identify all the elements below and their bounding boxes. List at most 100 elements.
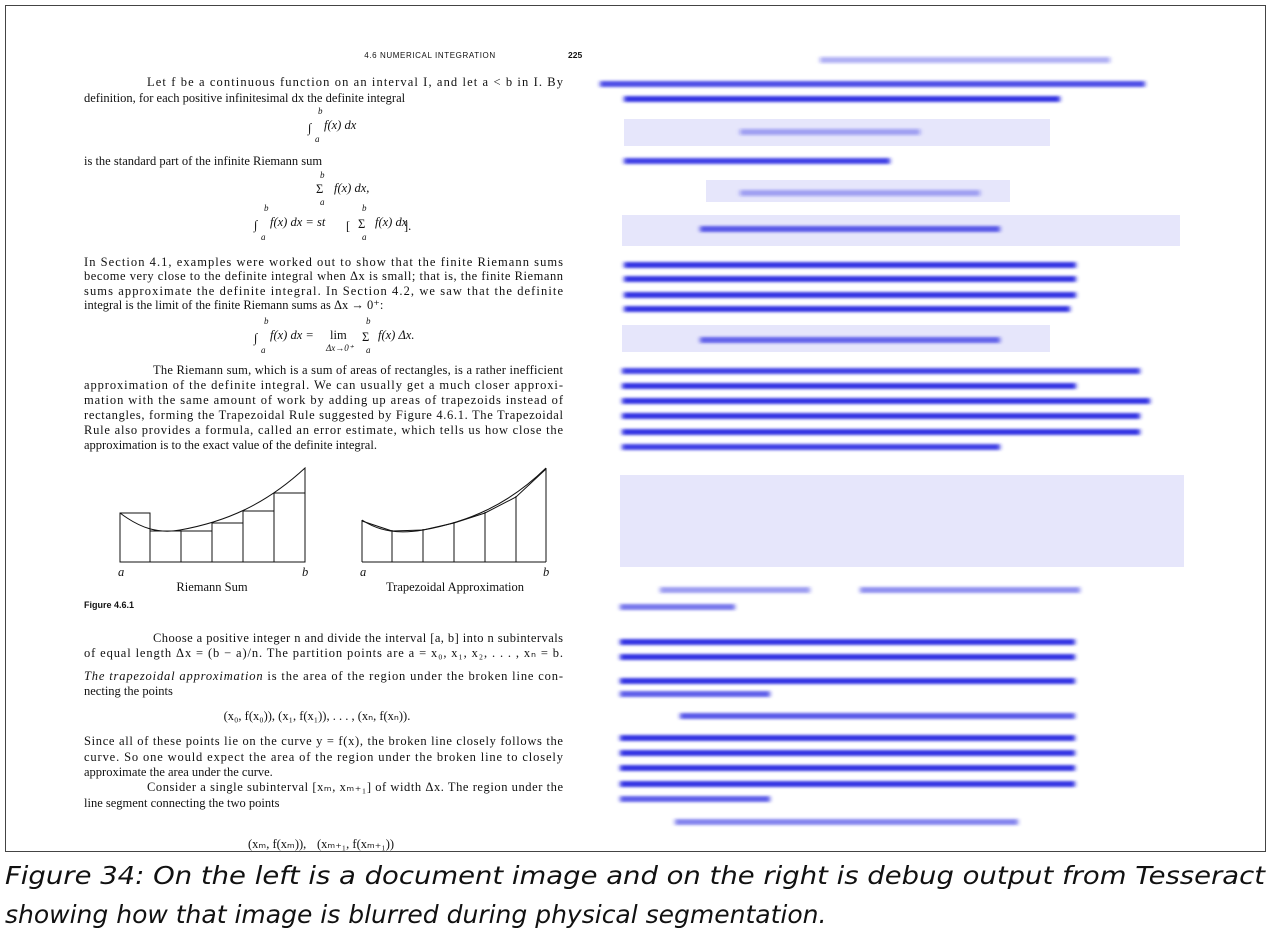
emphasis: The trapezoidal approximation bbox=[84, 669, 263, 683]
blur-bar bbox=[860, 587, 1080, 593]
blur-region bbox=[620, 475, 1184, 567]
blur-bar bbox=[700, 337, 1000, 343]
blur-bar bbox=[622, 444, 1000, 450]
text-line: The trapezoidal approximation is the are… bbox=[84, 669, 563, 683]
text-line: line segment connecting the two points bbox=[84, 796, 280, 810]
upper-limit: b bbox=[318, 106, 323, 116]
axis-label: a bbox=[118, 565, 124, 579]
upper-limit: b bbox=[362, 203, 367, 213]
upper-limit: b bbox=[264, 203, 269, 213]
blur-bar bbox=[624, 292, 1076, 298]
integral-sign: ∫ bbox=[253, 331, 258, 346]
blur-bar bbox=[622, 429, 1140, 435]
blur-bar bbox=[740, 129, 920, 135]
blur-bar bbox=[620, 765, 1075, 771]
text-line: mation with the same amount of work by a… bbox=[84, 393, 564, 407]
panel-title: Trapezoidal Approximation bbox=[386, 580, 525, 594]
text-line: curve. So one would expect the area of t… bbox=[84, 750, 564, 764]
blur-bar bbox=[675, 819, 1018, 825]
equation: (xₘ, f(xₘ)), bbox=[248, 837, 306, 851]
panel-title: Riemann Sum bbox=[176, 580, 247, 594]
equation-body: f(x) Δx. bbox=[378, 328, 414, 342]
equation: (xₘ₊₁, f(xₘ₊₁)) bbox=[317, 837, 394, 851]
blur-bar bbox=[620, 796, 770, 802]
text-line: definition, for each positive infinitesi… bbox=[84, 91, 406, 105]
blur-bar bbox=[624, 262, 1076, 268]
lower-limit: a bbox=[320, 197, 325, 207]
sum-sign: Σ bbox=[316, 182, 323, 196]
blur-bar bbox=[660, 587, 810, 593]
blur-bar bbox=[820, 57, 1110, 63]
blur-bar bbox=[680, 713, 1075, 719]
integral-sign: ∫ bbox=[307, 121, 312, 136]
text-line: approximation is to the exact value of t… bbox=[84, 438, 377, 452]
text-line: is the standard part of the infinite Rie… bbox=[84, 154, 322, 168]
lower-limit: a bbox=[261, 232, 266, 242]
equation-body: f(x) dx, bbox=[334, 181, 369, 195]
text-line: sums approximate the definite integral. … bbox=[84, 284, 563, 298]
text-line: of equal length Δx = (b − a)/n. The part… bbox=[84, 646, 563, 660]
text-line: become very close to the definite integr… bbox=[84, 269, 564, 283]
text-line: Consider a single subinterval [xₘ, xₘ₊₁]… bbox=[147, 780, 563, 794]
blur-bar bbox=[620, 654, 1075, 660]
sum-sign: Σ bbox=[362, 330, 369, 344]
page-number: 225 bbox=[568, 50, 582, 60]
blur-bar bbox=[622, 398, 1150, 404]
axis-label: b bbox=[543, 565, 549, 579]
blur-bar bbox=[620, 750, 1075, 756]
equation-body: f(x) dx = st bbox=[270, 215, 326, 229]
caption-line: showing how that image is blurred during… bbox=[5, 900, 826, 929]
text-line: integral is the limit of the finite Riem… bbox=[84, 298, 383, 312]
text-run: is the area of the region under the brok… bbox=[263, 669, 563, 683]
blur-bar bbox=[624, 306, 1070, 312]
blur-bar bbox=[622, 383, 1076, 389]
blur-bar bbox=[622, 413, 1140, 419]
equation: (x₀, f(x₀)), (x₁, f(x₁)), . . . , (xₙ, f… bbox=[224, 709, 411, 723]
lower-limit: a bbox=[261, 345, 266, 355]
text-line: Choose a positive integer n and divide t… bbox=[153, 631, 563, 645]
equation-body: f(x) dx bbox=[324, 118, 357, 132]
text-line: rectangles, forming the Trapezoidal Rule… bbox=[84, 408, 564, 422]
axis-label: b bbox=[302, 565, 308, 579]
text-line: In Section 4.1, examples were worked out… bbox=[84, 255, 563, 269]
blur-bar bbox=[740, 190, 980, 196]
blur-bar bbox=[620, 678, 1075, 684]
bracket: [ bbox=[346, 219, 350, 233]
equation-body: f(x) dx = bbox=[270, 328, 314, 342]
axis-label: a bbox=[360, 565, 366, 579]
blur-bar bbox=[624, 96, 1060, 102]
text-line: The Riemann sum, which is a sum of areas… bbox=[153, 363, 564, 377]
upper-limit: b bbox=[320, 170, 325, 180]
text-line: approximate the area under the curve. bbox=[84, 765, 273, 779]
upper-limit: b bbox=[366, 316, 371, 326]
upper-limit: b bbox=[264, 316, 269, 326]
blur-bar bbox=[620, 735, 1075, 741]
sum-sign: Σ bbox=[358, 217, 365, 231]
blur-bar bbox=[620, 639, 1075, 645]
lower-limit: a bbox=[362, 232, 367, 242]
text-line: Since all of these points lie on the cur… bbox=[84, 734, 563, 748]
lim-subscript: Δx→0⁺ bbox=[325, 343, 355, 353]
lower-limit: a bbox=[315, 134, 320, 144]
blur-bar bbox=[620, 781, 1075, 787]
equation-body: f(x) dx bbox=[375, 215, 408, 229]
blur-bar bbox=[620, 604, 735, 610]
blur-bar bbox=[624, 276, 1076, 282]
text-line: necting the points bbox=[84, 684, 173, 698]
page: 4.6 NUMERICAL INTEGRATION 225 Let f be a… bbox=[0, 0, 1270, 943]
lim: lim bbox=[330, 328, 347, 342]
bracket: ]. bbox=[404, 219, 411, 233]
running-title: 4.6 NUMERICAL INTEGRATION bbox=[364, 51, 495, 60]
blur-bar bbox=[700, 226, 1000, 232]
blur-bar bbox=[620, 691, 770, 697]
text-line: Rule also provides a formula, called an … bbox=[84, 423, 563, 437]
lower-limit: a bbox=[366, 345, 371, 355]
blur-bar bbox=[600, 81, 1145, 87]
integral-sign: ∫ bbox=[253, 218, 258, 233]
text-line: Let f be a continuous function on an int… bbox=[147, 75, 564, 89]
figure-label: Figure 4.6.1 bbox=[84, 600, 134, 610]
blur-bar bbox=[622, 368, 1140, 374]
caption-line: Figure 34: On the left is a document ima… bbox=[5, 861, 1266, 890]
blur-bar bbox=[624, 158, 890, 164]
text-line: approximation of the definite integral. … bbox=[84, 378, 563, 392]
